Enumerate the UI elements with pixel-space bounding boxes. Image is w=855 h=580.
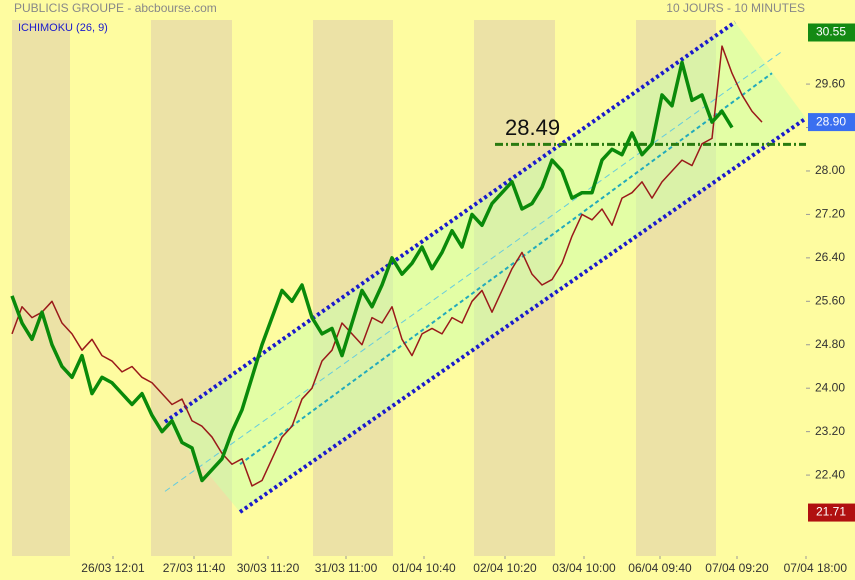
y-tick-label: 25.60 [815,293,845,307]
price-tag [808,23,855,42]
series-line [11,45,763,487]
y-tick-label: 29.60 [815,76,845,90]
level-label: 28.49 [505,115,560,140]
y-tick-label: 26.40 [815,250,845,264]
price-tag-label: 28.90 [816,114,846,128]
x-tick-label: 02/04 10:20 [473,561,537,575]
channel-line [238,116,808,514]
x-tick-label: 26/03 12:01 [81,561,145,575]
chart-title: PUBLICIS GROUPE - abcbourse.com [14,1,217,15]
x-tick-label: 07/04 18:00 [784,561,848,575]
x-tick-label: 06/04 09:40 [628,561,692,575]
indicator-label: ICHIMOKU (26, 9) [18,22,108,34]
channel-line [239,72,773,466]
y-tick-label: 22.40 [815,467,845,481]
x-tick-label: 27/03 11:40 [163,561,226,575]
x-tick-label: 01/04 10:40 [392,561,456,575]
day-band [12,20,70,556]
y-tick-label: 28.00 [815,163,845,177]
chart-subtitle: 10 JOURS - 10 MINUTES [666,1,805,15]
price-tag-label: 30.55 [816,25,846,39]
x-tick-label: 03/04 10:00 [552,561,616,575]
price-tag [808,113,855,132]
y-tick-label: 23.20 [815,424,845,438]
y-tick-label: 24.00 [815,380,845,394]
price-tag [808,503,855,522]
y-tick-label: 27.20 [815,207,845,221]
price-tag-label: 21.71 [816,505,846,519]
x-tick-label: 07/04 09:20 [705,561,769,575]
y-tick-label: 24.80 [815,337,845,351]
x-tick-label: 30/03 11:20 [237,561,300,575]
series-line [10,60,734,483]
x-tick-label: 31/03 11:00 [315,561,378,575]
channel-line [164,51,783,492]
